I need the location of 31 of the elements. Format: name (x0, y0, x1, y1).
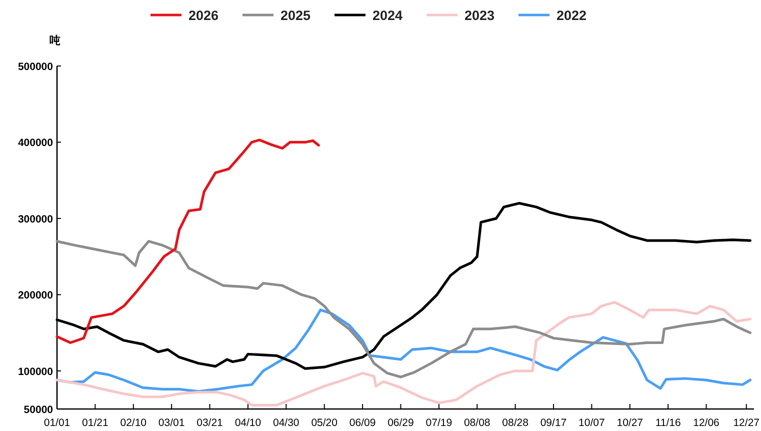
y-tick-label: 50000 (24, 404, 54, 416)
x-tick-label: 01/21 (82, 417, 108, 429)
legend-label: 2023 (464, 8, 496, 23)
y-tick-label: 400000 (18, 137, 54, 150)
legend-label: 2025 (280, 8, 312, 23)
x-tick-label: 11/16 (655, 417, 681, 429)
x-tick-label: 05/20 (311, 417, 338, 429)
x-tick-label: 08/28 (502, 417, 529, 429)
legend-label: 2026 (188, 8, 220, 23)
x-tick-label: 03/21 (196, 417, 224, 429)
x-tick-label: 02/10 (120, 417, 147, 429)
x-tick-label: 04/30 (273, 417, 300, 429)
legend-label: 2022 (556, 8, 587, 23)
x-tick-label: 01/01 (44, 417, 70, 429)
x-tick-label: 03/01 (158, 417, 185, 429)
y-axis-title: 吨 (50, 34, 60, 47)
x-tick-label: 10/07 (578, 417, 605, 429)
y-tick-label: 200000 (18, 290, 54, 302)
y-tick-label: 100000 (18, 366, 54, 378)
x-tick-label: 06/29 (388, 417, 414, 429)
x-tick-label: 09/17 (540, 417, 567, 429)
x-tick-label: 08/08 (464, 417, 490, 429)
y-tick-label: 500000 (18, 61, 54, 73)
x-tick-label: 10/27 (616, 417, 644, 429)
legend-label: 2024 (372, 8, 404, 23)
x-tick-label: 06/09 (349, 417, 376, 429)
x-tick-label: 07/19 (426, 417, 452, 429)
x-tick-label: 12/06 (693, 417, 720, 429)
x-tick-label: 04/10 (234, 417, 262, 429)
y-tick-label: 300000 (18, 213, 54, 226)
x-tick-label: 12/27 (733, 417, 760, 429)
